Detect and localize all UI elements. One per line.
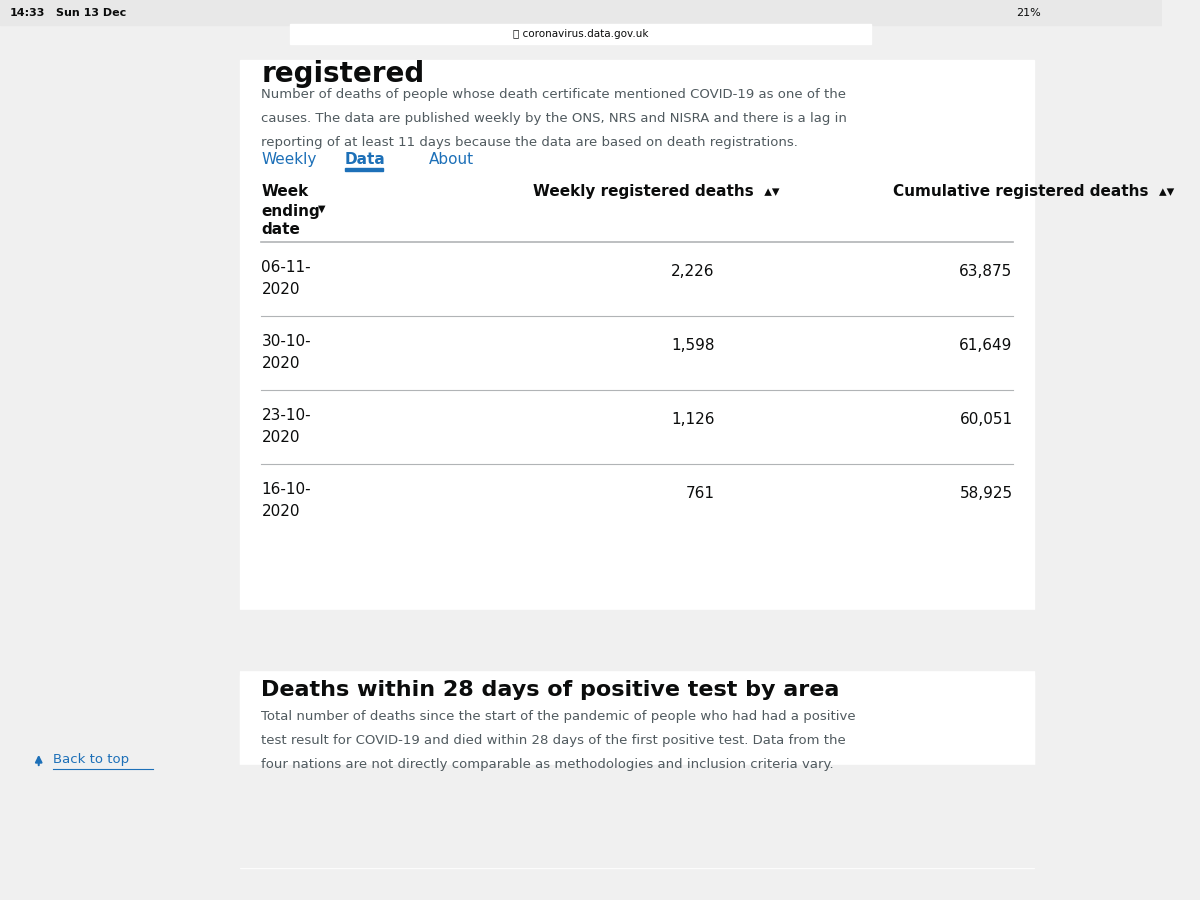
Bar <box>240 815 1034 867</box>
Text: 06-11-: 06-11- <box>262 260 311 275</box>
Text: four nations are not directly comparable as methodologies and inclusion criteria: four nations are not directly comparable… <box>262 758 834 771</box>
Text: ▼: ▼ <box>318 204 325 214</box>
Text: 2020: 2020 <box>262 356 300 371</box>
Bar <box>0 0 1162 25</box>
Text: causes. The data are published weekly by the ONS, NRS and NISRA and there is a l: causes. The data are published weekly by… <box>262 112 847 125</box>
Bar <box>290 24 871 44</box>
Bar <box>240 60 1034 868</box>
Text: 21%: 21% <box>1016 8 1042 18</box>
Bar <box>0 610 1162 670</box>
Text: registered: registered <box>262 60 425 88</box>
Text: Week
ending: Week ending <box>262 184 320 219</box>
Text: 61,649: 61,649 <box>959 338 1013 353</box>
Text: 23-10-: 23-10- <box>262 408 311 423</box>
Text: 63,875: 63,875 <box>959 264 1013 279</box>
Bar <box>240 675 1034 867</box>
Text: Weekly registered deaths  ▴▾: Weekly registered deaths ▴▾ <box>533 184 780 199</box>
Text: 1,598: 1,598 <box>671 338 714 353</box>
Text: test result for COVID-19 and died within 28 days of the first positive test. Dat: test result for COVID-19 and died within… <box>262 734 846 747</box>
Text: 2,226: 2,226 <box>671 264 714 279</box>
Text: Deaths within 28 days of positive test by area: Deaths within 28 days of positive test b… <box>262 680 840 700</box>
Text: Cumulative registered deaths  ▴▾: Cumulative registered deaths ▴▾ <box>893 184 1175 199</box>
Text: 🔒 coronavirus.data.gov.uk: 🔒 coronavirus.data.gov.uk <box>514 29 648 39</box>
Text: 2020: 2020 <box>262 282 300 297</box>
Text: Sun 13 Dec: Sun 13 Dec <box>56 8 126 18</box>
Bar <box>344 168 383 171</box>
Text: 761: 761 <box>685 486 714 501</box>
Text: 1,126: 1,126 <box>671 412 714 427</box>
Text: 2020: 2020 <box>262 504 300 519</box>
Bar <box>0 765 1162 815</box>
Text: date: date <box>262 222 300 237</box>
Text: 58,925: 58,925 <box>960 486 1013 501</box>
Text: 2020: 2020 <box>262 430 300 445</box>
Bar <box>0 812 1162 867</box>
Text: Data: Data <box>344 152 385 167</box>
Text: 14:33: 14:33 <box>10 8 46 18</box>
Text: Back to top: Back to top <box>53 753 130 767</box>
Text: Weekly: Weekly <box>262 152 317 167</box>
Text: About: About <box>428 152 474 167</box>
Text: Number of deaths of people whose death certificate mentioned COVID-19 as one of : Number of deaths of people whose death c… <box>262 88 846 101</box>
Text: 16-10-: 16-10- <box>262 482 311 497</box>
Text: 60,051: 60,051 <box>960 412 1013 427</box>
Bar <box>240 815 1034 867</box>
Text: reporting of at least 11 days because the data are based on death registrations.: reporting of at least 11 days because th… <box>262 136 798 149</box>
Text: Total number of deaths since the start of the pandemic of people who had had a p: Total number of deaths since the start o… <box>262 710 856 723</box>
Text: 30-10-: 30-10- <box>262 334 311 349</box>
